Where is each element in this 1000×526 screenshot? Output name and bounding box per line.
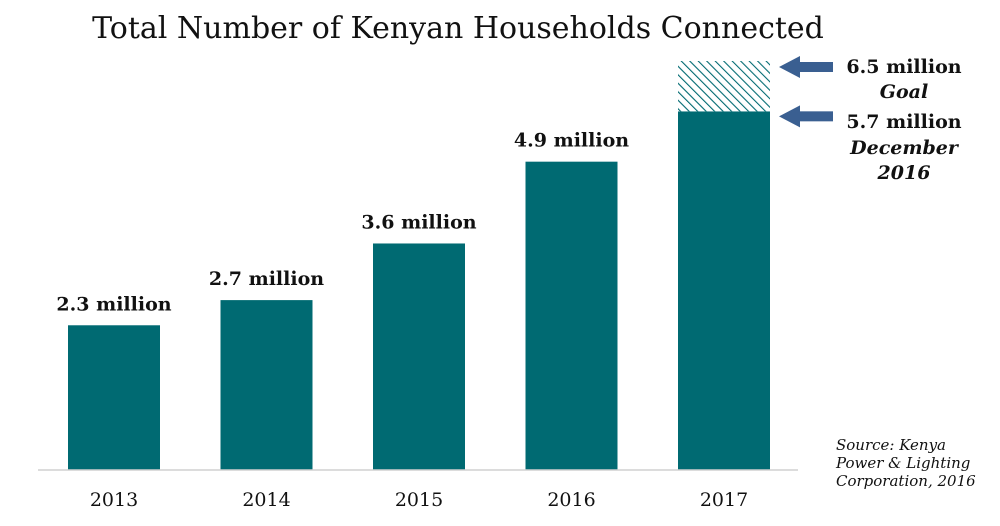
source-line: Corporation, 2016: [836, 472, 976, 490]
bar-2015: [373, 243, 465, 470]
goal-hatched-segment: [678, 61, 770, 112]
x-tick-label: 2013: [90, 489, 138, 511]
data-label: 4.9 million: [514, 130, 629, 152]
x-tick-label: 2016: [547, 489, 595, 511]
annotations: 6.5 million Goal 5.7 million December 2016: [779, 56, 962, 184]
source-line: Power & Lighting: [835, 454, 970, 472]
bar-2017: [678, 111, 770, 470]
bar-2013: [68, 325, 160, 470]
bar-2014: [220, 300, 313, 470]
chart-title: Total Number of Kenyan Households Connec…: [92, 11, 824, 46]
data-label: 2.3 million: [56, 293, 171, 315]
x-tick-label: 2015: [395, 489, 443, 511]
bar-2016: [525, 161, 618, 470]
plot-area: 2013 2.3 million 2014 2.7 million 2015 3.6 mi…: [56, 61, 770, 511]
source-line: Source: Kenya: [836, 436, 946, 454]
goal-note-label: Goal: [880, 81, 928, 103]
x-tick-label: 2017: [700, 489, 748, 511]
goal-value-label: 6.5 million: [846, 56, 961, 78]
goal-arrow-icon: [779, 56, 833, 78]
current-note-label: December: [849, 137, 960, 159]
current-note-label: 2016: [877, 162, 931, 184]
current-arrow-icon: [779, 105, 833, 128]
data-label: 3.6 million: [361, 211, 476, 233]
data-label: 2.7 million: [209, 268, 324, 290]
current-value-label: 5.7 million: [846, 111, 961, 133]
x-tick-label: 2014: [242, 489, 290, 511]
